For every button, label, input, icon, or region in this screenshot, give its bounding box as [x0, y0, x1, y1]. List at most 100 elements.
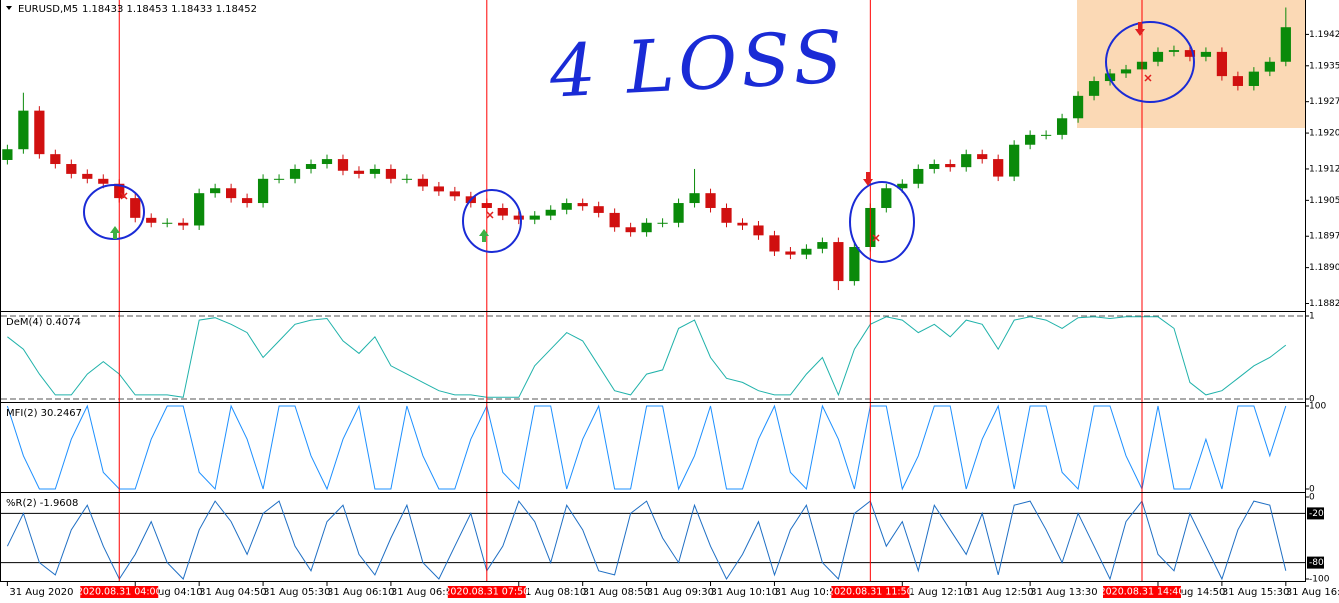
candle-body — [66, 164, 77, 174]
candle-body — [2, 149, 13, 160]
candle-body — [657, 222, 668, 224]
y-tick-label: -80 — [1309, 558, 1324, 568]
candle-body — [34, 110, 45, 155]
y-tick-label: 1 — [1309, 312, 1315, 322]
candle-body — [1264, 61, 1275, 72]
symbol: EURUSD,M5 — [18, 4, 78, 15]
circle — [849, 181, 915, 263]
candle-body — [210, 188, 221, 194]
candle-body — [289, 168, 301, 179]
x-tick-label: 31 Aug 04:50 — [199, 587, 266, 598]
candle-body — [705, 193, 716, 208]
x-tick-label: 31 Aug 05:30 — [263, 587, 330, 598]
candle-body — [609, 212, 620, 228]
candle-body — [945, 164, 956, 168]
y-tick-label: 0 — [1309, 493, 1315, 503]
y-tick-label: 1.1882 — [1309, 299, 1339, 309]
event-label-box — [447, 586, 526, 598]
candle-body — [513, 215, 524, 220]
event-label: 2020.08.31 04:00 — [77, 587, 162, 598]
indicator-line — [6, 404, 1287, 491]
candle-body — [1184, 50, 1196, 57]
circle — [1105, 21, 1195, 103]
circle — [462, 189, 522, 253]
indicator-title: %R(2) -1.9608 — [6, 498, 78, 509]
candle-body — [673, 203, 684, 223]
handwritten-circles — [83, 21, 1195, 263]
x-tick-label: 31 Aug 08:50 — [583, 587, 650, 598]
candle-body — [178, 222, 189, 226]
indicator-line — [7, 316, 1287, 398]
x-tick-label: 31 Aug 12:10 — [902, 587, 969, 598]
candle-body — [257, 178, 269, 204]
y-tick-label: 1.1890 — [1309, 263, 1339, 273]
candle-body — [162, 222, 173, 224]
indicator-title: DeM(4) 0.4074 — [6, 317, 81, 328]
candle-body — [929, 164, 940, 169]
candle-body — [241, 198, 253, 204]
candle-body — [82, 173, 93, 179]
candle-body — [98, 178, 109, 184]
candle-body — [449, 191, 460, 197]
level-label-box — [1307, 507, 1324, 520]
candle-body — [194, 193, 205, 226]
x-tick-label: 31 Aug 2020 — [9, 587, 73, 598]
y-tick-label: 0 — [1309, 395, 1315, 405]
sell-arrow — [1135, 22, 1145, 36]
candle-body — [625, 227, 636, 233]
x-tick-label: 31 Aug 12:50 — [966, 587, 1033, 598]
y-tick-label: 1.1927 — [1309, 97, 1339, 107]
x-tick-label: 31 Aug 10:50 — [774, 587, 841, 598]
candle-body — [641, 222, 652, 233]
candle-body — [433, 186, 444, 192]
x-tick-label: 31 Aug 08:10 — [519, 587, 586, 598]
y-tick-label: 1.1920 — [1309, 129, 1339, 139]
event-label-box — [831, 586, 910, 598]
candle-body — [497, 207, 508, 216]
candle-body — [881, 188, 892, 208]
candle-body — [961, 154, 972, 168]
candle-body — [1280, 27, 1291, 62]
candle-body — [273, 178, 285, 180]
y-tick-label: 1.1897 — [1309, 232, 1339, 242]
level-label-box — [1307, 556, 1324, 569]
candle-body — [1152, 51, 1164, 62]
indicator-title: MFI(2) 30.2467 — [6, 408, 82, 419]
handwritten-note: 4 LOSS — [547, 14, 849, 113]
candle-body — [305, 164, 317, 169]
candle-body — [18, 110, 29, 150]
candle-body — [130, 198, 141, 218]
candle-body — [1025, 134, 1036, 145]
x-tick-label: 31 Aug 04:10 — [135, 587, 202, 598]
buy-arrow — [110, 226, 120, 239]
x-tick-label: 31 Aug 09:30 — [647, 587, 714, 598]
x-tick-label: 31 Aug 10:10 — [711, 587, 778, 598]
event-label: 2020.08.31 07:50 — [444, 587, 529, 598]
candle-body — [993, 159, 1004, 177]
candle-body — [849, 247, 860, 282]
candle-body — [753, 225, 764, 236]
x-tick-label: 31 Aug 15:30 — [1222, 587, 1289, 598]
x-tick-label: 31 Aug 14:50 — [1158, 587, 1225, 598]
candle-body — [1088, 81, 1100, 96]
y-tick-label: 100 — [1309, 402, 1326, 412]
y-tick-label: -20 — [1309, 509, 1324, 519]
candle-body — [417, 178, 428, 187]
candle-body — [737, 222, 748, 226]
y-tick-label: 0 — [1309, 485, 1315, 495]
quote: 1.18433 1.18453 1.18433 1.18452 — [82, 4, 257, 15]
exit-marks — [120, 74, 1152, 242]
y-tick-label: 1.1935 — [1309, 61, 1339, 71]
candle-body — [1232, 76, 1243, 86]
x-tick-label: 31 Aug 06:10 — [327, 587, 394, 598]
candle-body — [337, 159, 349, 171]
candle-body — [913, 168, 924, 184]
candle-body — [817, 242, 828, 249]
candle-body — [226, 188, 237, 199]
candle-body — [1072, 95, 1084, 119]
x-tick-label: 31 Aug 13:30 — [1030, 587, 1097, 598]
candle-body — [721, 207, 732, 223]
candle-body — [1200, 51, 1212, 57]
y-tick-label: 1.1905 — [1309, 196, 1339, 206]
